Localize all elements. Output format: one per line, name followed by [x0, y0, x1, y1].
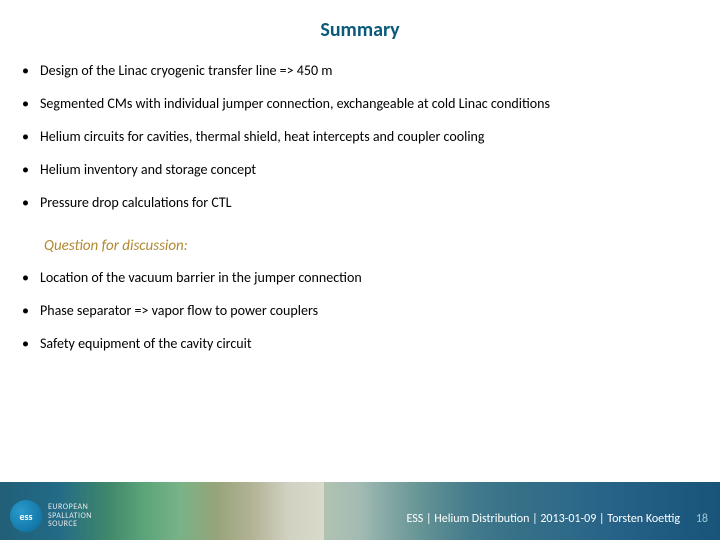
list-item: Phase separator => vapor flow to power c… [22, 294, 698, 327]
ess-logo-icon: ess [10, 500, 42, 532]
footer-overlay [324, 482, 720, 540]
list-item: Pressure drop calculations for CTL [22, 186, 698, 219]
discussion-header: Question for discussion: [22, 219, 698, 261]
logo-area: ess EUROPEAN SPALLATION SOURCE [10, 500, 92, 532]
discussion-bullet-list: Location of the vacuum barrier in the ju… [22, 261, 698, 360]
list-item: Helium inventory and storage concept [22, 153, 698, 186]
footer-text: ESS | Helium Distribution | 2013-01-09 |… [407, 512, 680, 526]
page-number: 18 [696, 512, 708, 526]
list-item: Location of the vacuum barrier in the ju… [22, 261, 698, 294]
list-item: Design of the Linac cryogenic transfer l… [22, 54, 698, 87]
slide-footer: ess EUROPEAN SPALLATION SOURCE ESS | Hel… [0, 482, 720, 540]
logo-text: EUROPEAN SPALLATION SOURCE [48, 503, 92, 529]
slide-content: Design of the Linac cryogenic transfer l… [0, 54, 720, 360]
list-item: Segmented CMs with individual jumper con… [22, 87, 698, 120]
list-item: Safety equipment of the cavity circuit [22, 327, 698, 360]
slide-title: Summary [0, 0, 720, 54]
main-bullet-list: Design of the Linac cryogenic transfer l… [22, 54, 698, 219]
list-item: Helium circuits for cavities, thermal sh… [22, 120, 698, 153]
logo-line: SOURCE [48, 520, 92, 529]
